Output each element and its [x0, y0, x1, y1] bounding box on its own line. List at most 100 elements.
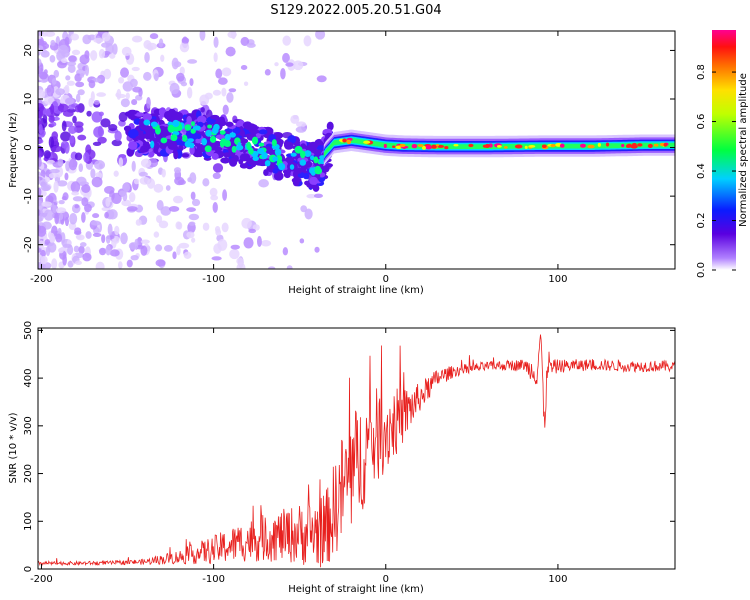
spectrogram-cluster-blob [196, 115, 207, 124]
colorbar-ticks: 0.0 0.2 0.4 0.6 0.8 [696, 64, 736, 278]
spectrogram-noise-blob [306, 194, 317, 199]
spectrogram-high-amplitude-spot [417, 144, 424, 147]
y-tick-label: 10 [23, 93, 34, 106]
spectrogram-peak-blob [167, 124, 175, 133]
y-tick-label: 300 [23, 416, 34, 435]
snr-x-ticks: -200 -100 0 100 [30, 328, 567, 585]
spectrogram-cluster-blob [239, 163, 249, 169]
spectrogram-noise-blob [300, 205, 308, 213]
spectrogram-noise-blob [44, 31, 56, 37]
spectrogram-noise-blob [38, 89, 46, 100]
spectrogram-noise-blob [181, 37, 190, 44]
spectrogram-cluster-blob [232, 155, 239, 163]
spectrogram-noise-blob [146, 97, 151, 109]
spectrogram-noise-blob [93, 99, 100, 106]
spectrogram-frame [37, 30, 676, 270]
spectrogram-cluster-blob [128, 128, 139, 139]
spectrogram-peak-blob [207, 124, 212, 129]
spectrogram-noise-blob [143, 71, 152, 81]
spectrogram-noise-blob [155, 244, 163, 252]
spectrogram-cluster-blob [135, 135, 145, 141]
spectrogram-peak-blob [275, 148, 282, 157]
spectrogram-cluster-blob [258, 129, 268, 135]
spectrogram-high-amplitude-spot [453, 143, 459, 147]
y-tick-label: 0 [23, 144, 34, 150]
spectrogram-peak-blob [209, 135, 217, 143]
spectrogram-noise-blob [140, 158, 152, 168]
spectrogram-noise-blob [158, 220, 169, 229]
spectrogram-y-ticks: -20 -10 0 10 20 [23, 44, 675, 253]
spectrogram-noise-blob [69, 135, 75, 144]
spectrogram-noise-blob [44, 96, 55, 105]
spectrogram-noise-blob [70, 33, 80, 41]
spectrogram-noise-blob [215, 68, 223, 79]
spectrogram-noise-blob [267, 266, 276, 269]
spectrogram-noise-blob [118, 77, 125, 84]
spectrogram-peak-blob [251, 136, 259, 145]
spectrogram-noise-blob [111, 192, 122, 204]
spectrogram-noise-blob [187, 177, 192, 183]
spectrogram-high-amplitude-spot [626, 143, 632, 148]
spectrogram-high-amplitude-spot [363, 140, 371, 144]
spectrogram-cluster-blob [213, 146, 223, 152]
spectrogram-noise-blob [78, 245, 85, 254]
spectrogram-noise-blob [50, 103, 55, 115]
spectrogram-noise-blob [74, 230, 82, 236]
spectrogram-noise-blob [154, 73, 159, 82]
spectrogram-noise-blob [186, 87, 193, 99]
spectrogram-cluster-blob [144, 141, 150, 147]
spectrogram-cluster-blob [308, 141, 319, 150]
spectrogram-noise-blob [178, 242, 190, 249]
spectrogram-peak-blob [187, 138, 195, 143]
spectrogram-cluster-blob [294, 178, 302, 183]
spectrogram-noise-blob [113, 170, 119, 177]
spectrogram-noise-blob [58, 247, 64, 254]
spectrogram-noise-blob [122, 81, 134, 92]
spectrogram-noise-blob [88, 80, 96, 89]
spectrogram-noise-blob [240, 65, 248, 70]
spectrogram-noise-blob [286, 265, 293, 269]
spectrogram-noise-blob [129, 192, 136, 203]
spectrogram-noise-blob [188, 221, 196, 226]
colorbar-title: Normalized spectral amplitude [738, 73, 749, 227]
spectrogram-noise-blob [221, 67, 232, 77]
spectrogram-noise-blob [183, 251, 192, 259]
spectrogram-peak-blob [258, 142, 265, 147]
spectrogram-noise-blob [258, 179, 270, 188]
spectrogram-noise-blob [105, 244, 111, 256]
spectrogram-peak-blob [190, 121, 195, 127]
spectrogram-noise-blob [299, 238, 305, 244]
spectrogram-noise-blob [78, 163, 84, 172]
spectrogram-noise-blob [38, 149, 43, 157]
spectrogram-peak-blob [294, 145, 303, 154]
spectrogram-noise-blob [209, 187, 218, 197]
snr-frame [37, 327, 676, 570]
spectrogram-high-amplitude-spot [411, 143, 418, 149]
x-tick-label: -200 [30, 574, 53, 585]
spectrogram-noise-blob [74, 260, 82, 266]
spectrogram-noise-blob [225, 46, 236, 57]
spectrogram-noise-blob [176, 72, 185, 82]
spectrogram-noise-blob [131, 99, 138, 106]
y-tick-label: -20 [23, 237, 34, 253]
spectrogram-noise-blob [38, 103, 44, 110]
spectrogram-noise-blob [174, 176, 185, 186]
spectrogram-noise-blob [73, 245, 80, 253]
spectrogram-noise-blob [97, 136, 107, 144]
spectrogram-cluster-blob [173, 150, 179, 160]
spectrogram-noise-blob [121, 46, 132, 57]
spectrogram-noise-blob [58, 199, 65, 205]
spectrogram-noise-blob [104, 211, 109, 219]
spectrogram-peak-blob [235, 144, 244, 151]
spectrogram-high-amplitude-spot [587, 144, 595, 149]
spectrogram-noise-blob [168, 206, 180, 212]
spectrogram-noise-blob [38, 138, 44, 144]
spectrogram-cluster-blob [315, 145, 327, 151]
spectrogram-noise-blob [153, 183, 164, 193]
spectrogram-noise-blob [46, 84, 55, 97]
spectrogram-peak-blob [289, 164, 295, 170]
spectrogram-cluster-blob [145, 126, 152, 135]
spectrogram-noise-blob [296, 121, 307, 128]
spectrogram-noise-blob [112, 43, 118, 55]
